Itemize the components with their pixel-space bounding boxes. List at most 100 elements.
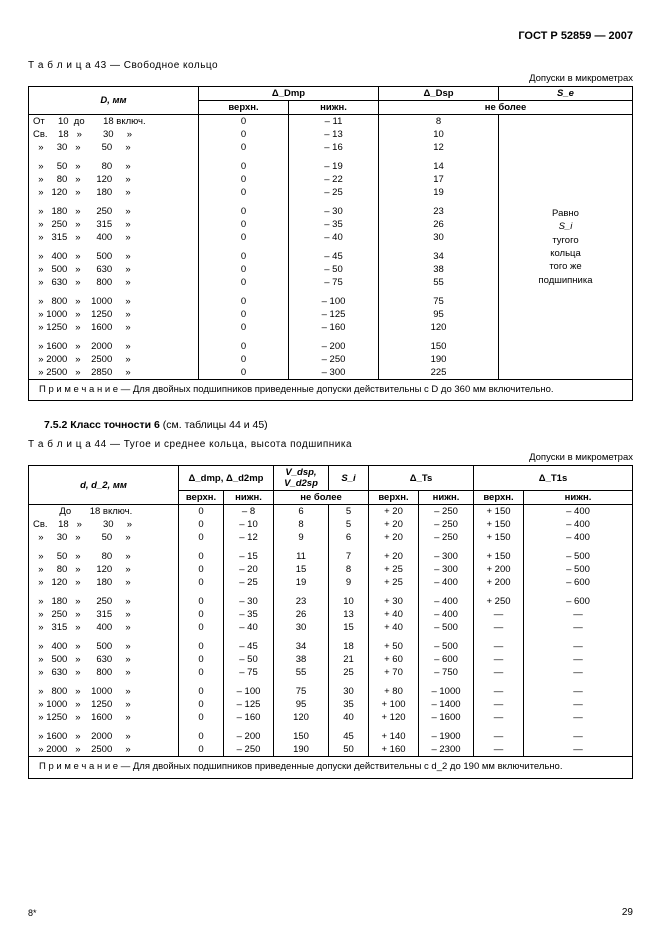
data-cell: 0 xyxy=(179,531,224,544)
data-cell: – 1400 xyxy=(419,698,474,711)
range-cell: » 2500 » 2850 » xyxy=(29,366,199,380)
data-cell: — xyxy=(474,653,524,666)
data-cell: – 20 xyxy=(224,563,274,576)
data-cell: — xyxy=(524,653,633,666)
data-cell: 15 xyxy=(274,563,329,576)
nomore-cell: 23 xyxy=(379,205,499,218)
range-cell: » 1000 » 1250 » xyxy=(29,308,199,321)
data-cell: — xyxy=(474,685,524,698)
document-id: ГОСТ Р 52859 — 2007 xyxy=(28,30,633,42)
upper-cell: 0 xyxy=(199,231,289,244)
lower-cell: – 25 xyxy=(289,186,379,199)
data-cell: 0 xyxy=(179,505,224,519)
th-upper2: верхн. xyxy=(179,491,224,505)
table43-units: Допуски в микрометрах xyxy=(28,73,633,84)
data-cell: — xyxy=(524,743,633,757)
data-cell: – 600 xyxy=(524,595,633,608)
table44-note: П р и м е ч а н и е — Для двойных подшип… xyxy=(29,757,633,778)
table44: d, d_2, мм Δ_dmp, Δ_d2mp V_dsp, V_d2sp S… xyxy=(28,465,633,778)
data-cell: + 120 xyxy=(369,711,419,724)
lower-cell: – 50 xyxy=(289,263,379,276)
upper-cell: 0 xyxy=(199,263,289,276)
nomore-cell: 55 xyxy=(379,276,499,289)
th-upper3: верхн. xyxy=(369,491,419,505)
data-cell: + 160 xyxy=(369,743,419,757)
data-cell: – 100 xyxy=(224,685,274,698)
table43: D, мм Δ_Dmp Δ_Dsp S_e верхн. нижн. не бо… xyxy=(28,86,633,401)
th-nomore: не более xyxy=(379,101,633,115)
th-Si: S_i xyxy=(329,466,369,491)
data-cell: – 30 xyxy=(224,595,274,608)
data-cell: + 50 xyxy=(369,640,419,653)
data-cell: – 400 xyxy=(419,608,474,621)
upper-cell: 0 xyxy=(199,115,289,129)
data-cell: 6 xyxy=(274,505,329,519)
data-cell: + 20 xyxy=(369,531,419,544)
data-cell: – 8 xyxy=(224,505,274,519)
data-cell: — xyxy=(524,608,633,621)
nomore-cell: 38 xyxy=(379,263,499,276)
data-cell: 23 xyxy=(274,595,329,608)
data-cell: – 250 xyxy=(419,518,474,531)
page-number: 29 xyxy=(622,907,633,918)
data-cell: 13 xyxy=(329,608,369,621)
data-cell: – 250 xyxy=(419,505,474,519)
nomore-cell: 95 xyxy=(379,308,499,321)
upper-cell: 0 xyxy=(199,308,289,321)
data-cell: + 140 xyxy=(369,730,419,743)
data-cell: – 45 xyxy=(224,640,274,653)
data-cell: – 12 xyxy=(224,531,274,544)
data-cell: 15 xyxy=(329,621,369,634)
data-cell: – 400 xyxy=(524,531,633,544)
range-cell: » 315 » 400 » xyxy=(29,621,179,634)
th-vdsp: V_dsp, V_d2sp xyxy=(274,466,329,491)
data-cell: + 20 xyxy=(369,518,419,531)
upper-cell: 0 xyxy=(199,295,289,308)
data-cell: — xyxy=(474,743,524,757)
table44-caption: Т а б л и ц а 44 — Тугое и среднее кольц… xyxy=(28,439,633,450)
nomore-cell: 10 xyxy=(379,128,499,141)
range-cell: » 120 » 180 » xyxy=(29,576,179,589)
data-cell: 5 xyxy=(329,505,369,519)
th-d: d, d_2, мм xyxy=(29,466,179,505)
data-cell: 0 xyxy=(179,743,224,757)
data-cell: – 200 xyxy=(224,730,274,743)
data-cell: 5 xyxy=(329,518,369,531)
data-cell: – 25 xyxy=(224,576,274,589)
data-cell: 7 xyxy=(329,550,369,563)
table44-units: Допуски в микрометрах xyxy=(28,452,633,463)
data-cell: – 50 xyxy=(224,653,274,666)
se-column: РавноS_iтугогокольцатого жеподшипника xyxy=(499,115,633,380)
nomore-cell: 26 xyxy=(379,218,499,231)
data-cell: – 400 xyxy=(419,595,474,608)
data-cell: 18 xyxy=(329,640,369,653)
range-cell: Св. 18 » 30 » xyxy=(29,128,199,141)
data-cell: – 300 xyxy=(419,550,474,563)
data-cell: – 250 xyxy=(224,743,274,757)
nomore-cell: 34 xyxy=(379,250,499,263)
data-cell: + 150 xyxy=(474,550,524,563)
nomore-cell: 12 xyxy=(379,141,499,154)
nomore-cell: 75 xyxy=(379,295,499,308)
data-cell: 0 xyxy=(179,698,224,711)
th-Se: S_e xyxy=(499,87,633,101)
range-cell: » 2000 » 2500 » xyxy=(29,743,179,757)
data-cell: 150 xyxy=(274,730,329,743)
data-cell: + 250 xyxy=(474,595,524,608)
data-cell: 95 xyxy=(274,698,329,711)
data-cell: 0 xyxy=(179,685,224,698)
upper-cell: 0 xyxy=(199,205,289,218)
range-cell: » 250 » 315 » xyxy=(29,608,179,621)
data-cell: 11 xyxy=(274,550,329,563)
upper-cell: 0 xyxy=(199,128,289,141)
data-cell: + 100 xyxy=(369,698,419,711)
data-cell: 8 xyxy=(274,518,329,531)
upper-cell: 0 xyxy=(199,366,289,380)
data-cell: – 160 xyxy=(224,711,274,724)
data-cell: 190 xyxy=(274,743,329,757)
range-cell: » 50 » 80 » xyxy=(29,160,199,173)
data-cell: + 150 xyxy=(474,518,524,531)
data-cell: 8 xyxy=(329,563,369,576)
data-cell: 45 xyxy=(329,730,369,743)
data-cell: – 1000 xyxy=(419,685,474,698)
